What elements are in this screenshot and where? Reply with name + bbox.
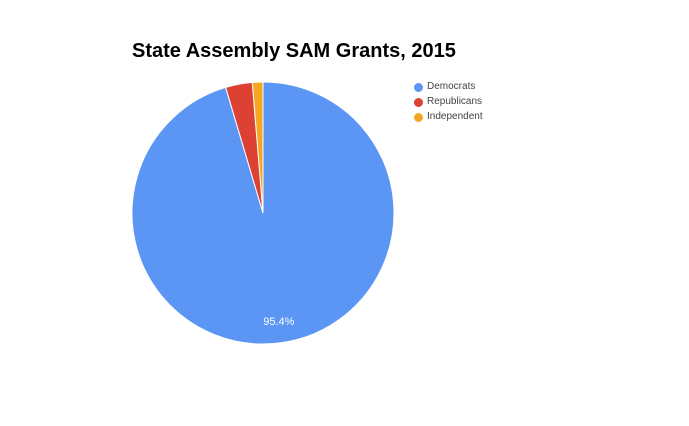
legend-item-democrats[interactable]: Democrats: [414, 81, 483, 93]
legend: Democrats Republicans Independent: [414, 81, 483, 126]
legend-label-independent: Independent: [427, 111, 483, 122]
legend-swatch-democrats: [414, 82, 423, 92]
legend-item-republicans[interactable]: Republicans: [414, 96, 483, 108]
pie-slice-independent[interactable]: [251, 81, 264, 214]
legend-label-democrats: Democrats: [427, 81, 476, 92]
chart-title: State Assembly SAM Grants, 2015: [132, 40, 456, 62]
legend-swatch-independent: [414, 112, 423, 122]
legend-label-republicans: Republicans: [427, 96, 483, 107]
pie-slice-democrats[interactable]: [131, 81, 395, 345]
legend-item-independent[interactable]: Independent: [414, 111, 483, 123]
slice-label-democrats: 95.4%: [263, 316, 294, 328]
legend-swatch-republicans: [414, 97, 423, 107]
